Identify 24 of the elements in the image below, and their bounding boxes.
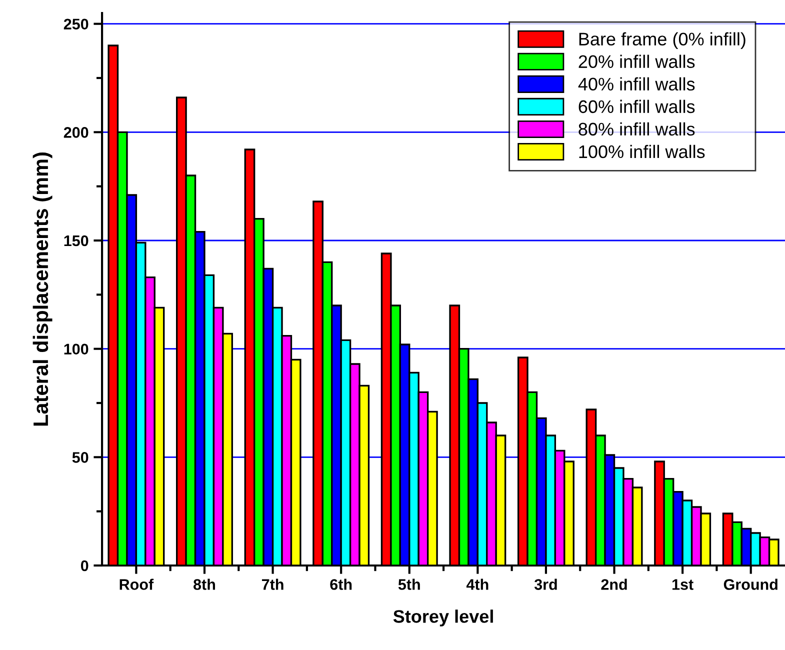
y-tick-label: 250 — [64, 18, 88, 30]
x-tick-label: Ground — [724, 578, 778, 590]
legend-label: Bare frame (0% infill) — [579, 32, 746, 50]
y-tick-label: 100 — [64, 344, 88, 355]
legend-label: 60% infill walls — [578, 100, 695, 114]
x-tick-label: 1st — [672, 579, 694, 590]
y-tick-label: 200 — [64, 127, 88, 138]
x-tick-label: 5th — [398, 578, 420, 590]
x-tick-label: 4th — [466, 578, 488, 590]
y-tick-label: 150 — [64, 235, 88, 246]
x-tick-label: 2nd — [601, 578, 627, 590]
x-tick-label: 6th — [330, 578, 352, 590]
x-axis-title: Storey level — [393, 610, 493, 626]
x-tick-label: 3rd — [534, 578, 557, 590]
x-tick-label: 7th — [262, 578, 284, 590]
legend-label: 80% infill walls — [578, 122, 695, 136]
legend-label: 20% infill walls — [578, 54, 695, 68]
y-tick-label: 0 — [80, 560, 88, 572]
legend-label: 100% infill walls — [579, 144, 705, 158]
x-tick-label: 8th — [194, 578, 216, 590]
legend-label: 40% infill walls — [578, 77, 695, 91]
y-tick-label: 50 — [72, 452, 88, 463]
x-tick-label: Roof — [120, 578, 154, 590]
y-axis-title: Lateral displacements (mm) — [32, 152, 52, 426]
